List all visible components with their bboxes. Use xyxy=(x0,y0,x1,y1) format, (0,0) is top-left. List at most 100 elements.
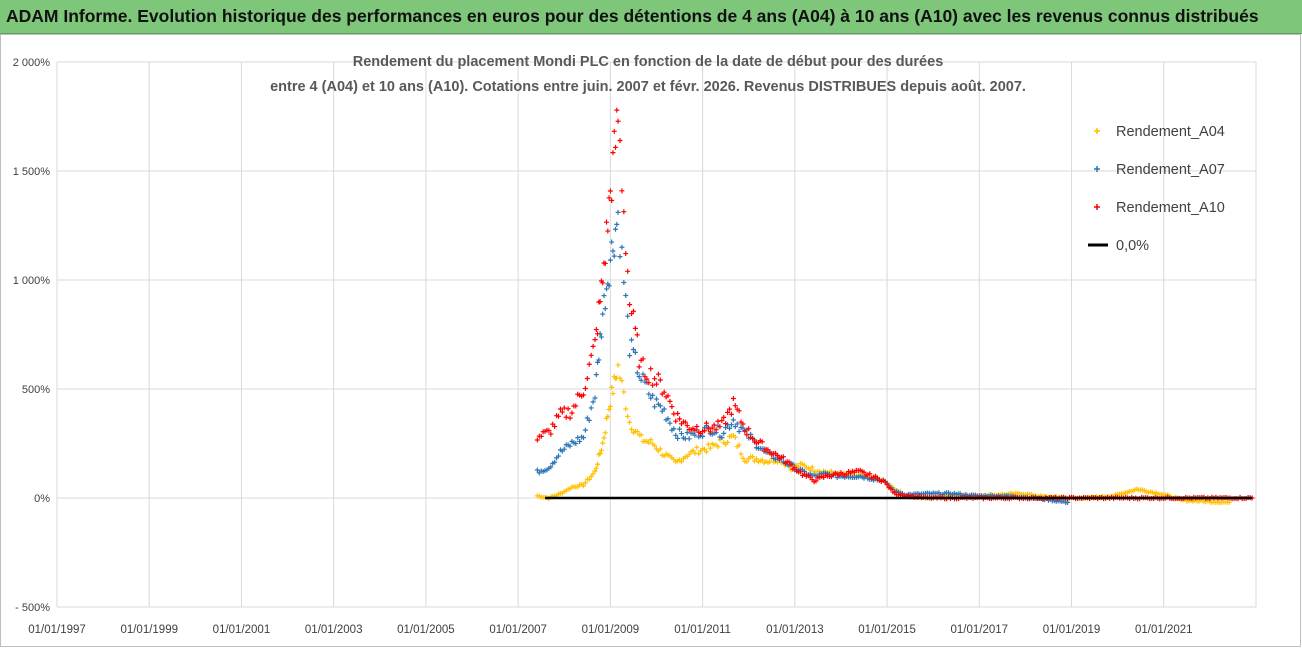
data-point xyxy=(809,464,815,470)
data-point xyxy=(728,422,734,428)
data-point xyxy=(586,476,592,482)
data-point xyxy=(753,456,759,462)
data-point xyxy=(661,389,667,395)
data-point xyxy=(623,251,629,257)
data-point xyxy=(759,457,765,463)
data-point xyxy=(601,435,607,441)
data-point xyxy=(552,459,558,465)
data-point xyxy=(611,253,617,259)
data-point xyxy=(709,425,715,431)
data-point xyxy=(667,420,673,426)
data-point xyxy=(627,353,633,359)
data-point xyxy=(600,311,606,317)
data-point xyxy=(652,443,658,449)
data-point xyxy=(730,396,736,402)
data-point xyxy=(609,239,615,245)
data-point xyxy=(619,188,625,194)
data-point xyxy=(694,424,700,430)
data-point xyxy=(736,428,742,434)
data-point xyxy=(750,454,756,460)
data-point xyxy=(727,406,733,412)
data-point xyxy=(614,221,620,227)
data-point xyxy=(665,393,671,399)
data-point xyxy=(692,427,698,433)
data-point xyxy=(573,441,579,447)
data-point xyxy=(561,446,567,452)
data-point xyxy=(588,473,594,479)
y-tick-label: 2 000% xyxy=(13,57,51,69)
legend-swatch-plus xyxy=(1094,166,1100,172)
data-point xyxy=(884,482,890,488)
data-point xyxy=(621,389,627,395)
data-point xyxy=(636,364,642,370)
data-point xyxy=(611,128,617,134)
data-point xyxy=(675,411,681,417)
data-point xyxy=(696,451,702,457)
data-point xyxy=(719,435,725,441)
data-point xyxy=(604,219,610,225)
data-point xyxy=(548,431,554,437)
data-point xyxy=(630,308,636,314)
data-point xyxy=(646,391,652,397)
y-tick-label: 1 000% xyxy=(13,275,51,287)
x-axis-ticks: 01/01/1997 01/01/1999 01/01/2001 01/01/2003… xyxy=(28,624,1192,636)
data-point xyxy=(836,472,842,478)
data-point xyxy=(619,244,625,250)
data-point xyxy=(634,370,640,376)
data-point xyxy=(634,428,640,434)
data-point xyxy=(792,465,798,471)
data-point xyxy=(775,452,781,458)
data-point xyxy=(569,410,575,416)
data-point xyxy=(606,406,612,412)
data-point xyxy=(646,440,652,446)
data-point xyxy=(746,426,752,432)
data-point xyxy=(607,257,613,263)
data-point xyxy=(648,366,654,372)
data-point xyxy=(605,413,611,419)
data-point xyxy=(625,313,631,319)
data-point xyxy=(736,408,742,414)
data-point xyxy=(717,424,723,430)
y-tick-label: 0% xyxy=(34,493,50,505)
data-point xyxy=(607,188,613,194)
plot-series xyxy=(534,107,1255,506)
data-point xyxy=(636,374,642,380)
data-point xyxy=(665,416,671,422)
data-point xyxy=(661,406,667,412)
data-point xyxy=(750,435,756,441)
data-point xyxy=(694,444,700,450)
data-point xyxy=(592,395,598,401)
data-point xyxy=(552,424,558,430)
data-point xyxy=(727,425,733,431)
data-point xyxy=(573,403,579,409)
data-point xyxy=(586,417,592,423)
data-point xyxy=(609,384,615,390)
y-axis-ticks: - 500% 0% 500% 1 000% 1 500% 2 000% xyxy=(13,57,51,614)
data-point xyxy=(888,485,894,491)
data-point xyxy=(556,453,562,459)
data-point xyxy=(580,435,586,441)
data-point xyxy=(590,471,596,477)
data-point xyxy=(610,150,616,156)
data-point xyxy=(580,483,586,489)
chart-title-line2: entre 4 (A04) et 10 ans (A10). Cotations… xyxy=(270,79,1026,95)
data-point xyxy=(592,468,598,474)
chart-area: - 500% 0% 500% 1 000% 1 500% 2 000% 01/01/199… xyxy=(0,34,1302,647)
data-point xyxy=(657,446,663,452)
data-point xyxy=(671,426,677,432)
data-point xyxy=(703,449,709,455)
data-point xyxy=(629,426,635,432)
x-tick-label: 01/01/1999 xyxy=(120,624,178,636)
data-point xyxy=(586,361,592,367)
data-point xyxy=(602,260,608,266)
data-point xyxy=(596,357,602,363)
data-point xyxy=(721,430,727,436)
data-point xyxy=(684,430,690,436)
data-point xyxy=(657,403,663,409)
data-point xyxy=(538,433,544,439)
data-point xyxy=(602,430,608,436)
data-point xyxy=(580,392,586,398)
data-point xyxy=(640,371,646,377)
data-point xyxy=(732,403,738,409)
data-point xyxy=(765,447,771,453)
